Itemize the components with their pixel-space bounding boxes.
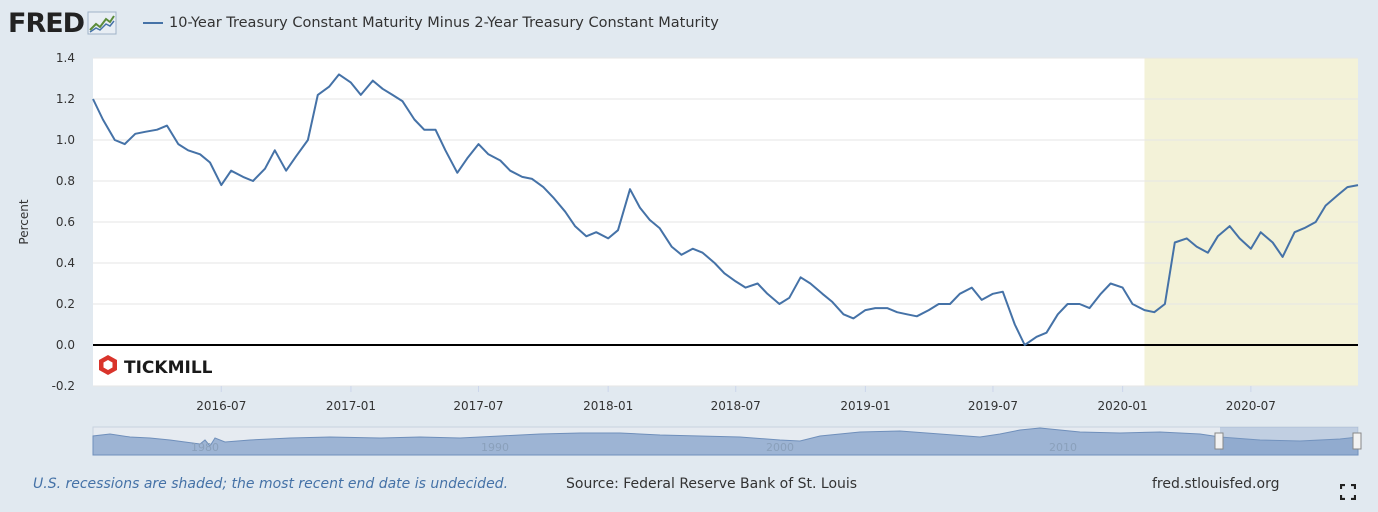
recession-note: U.S. recessions are shaded; the most rec…	[33, 476, 509, 492]
x-tick-label: 2018-07	[711, 399, 761, 413]
fred-logo[interactable]: FRED	[8, 6, 117, 40]
navigator-year-label: 2000	[766, 441, 794, 454]
x-tick-label: 2018-01	[583, 399, 633, 413]
grid-lines	[93, 57, 1358, 387]
line-chart[interactable]: -0.2 0.0 0.2 0.4 0.6 0.8 1.0 1.2 1.4 2016-07 2017…	[0, 0, 1378, 470]
x-tick-label: 2017-07	[453, 399, 503, 413]
trend-line-icon	[87, 11, 117, 35]
series-line[interactable]	[92, 73, 1359, 346]
tickmill-watermark-text: TICKMILL	[124, 358, 213, 378]
site-link[interactable]: fred.stlouisfed.org	[1152, 476, 1280, 492]
x-axis-ticks: 2016-07 2017-01 2017-07 2018-01 2018-07 2019-…	[196, 386, 1276, 413]
x-tick-label: 2017-01	[326, 399, 376, 413]
x-tick-label: 2016-07	[196, 399, 246, 413]
navigator-year-label: 1990	[481, 441, 509, 454]
y-tick-label: 1.0	[56, 133, 75, 147]
fullscreen-icon[interactable]	[1340, 484, 1356, 500]
y-tick-label: 1.4	[56, 51, 75, 65]
y-tick-label: 1.2	[56, 92, 75, 106]
navigator-year-label: 1980	[191, 441, 219, 454]
chart-title: 10-Year Treasury Constant Maturity Minus…	[169, 15, 719, 31]
range-navigator[interactable]: 1980 1990 2000 2010	[92, 426, 1362, 456]
chart-title-legend: 10-Year Treasury Constant Maturity Minus…	[143, 12, 719, 34]
navigator-left-handle[interactable]	[1214, 432, 1224, 450]
navigator-series-area	[92, 427, 1359, 456]
x-tick-label: 2020-01	[1098, 399, 1148, 413]
y-tick-label: 0.8	[56, 174, 75, 188]
x-tick-label: 2019-07	[968, 399, 1018, 413]
y-tick-label: 0.2	[56, 297, 75, 311]
y-tick-label: -0.2	[52, 379, 75, 393]
y-axis-ticks: -0.2 0.0 0.2 0.4 0.6 0.8 1.0 1.2 1.4	[52, 51, 75, 393]
y-tick-label: 0.4	[56, 256, 75, 270]
x-tick-label: 2019-01	[840, 399, 890, 413]
x-tick-label: 2020-07	[1226, 399, 1276, 413]
y-axis-label: Percent	[17, 199, 31, 244]
source-note: Source: Federal Reserve Bank of St. Loui…	[566, 476, 858, 492]
legend-swatch	[143, 22, 163, 24]
y-tick-label: 0.6	[56, 215, 75, 229]
navigator-year-labels: 1980 1990 2000 2010	[191, 441, 1077, 454]
navigator-selected-range[interactable]	[1220, 427, 1358, 455]
navigator-year-label: 2010	[1049, 441, 1077, 454]
navigator-right-handle[interactable]	[1352, 432, 1362, 450]
tickmill-watermark: TICKMILL	[99, 355, 213, 378]
fred-logo-text: FRED	[8, 7, 85, 39]
tickmill-logo-icon	[99, 355, 117, 375]
y-tick-label: 0.0	[56, 338, 75, 352]
